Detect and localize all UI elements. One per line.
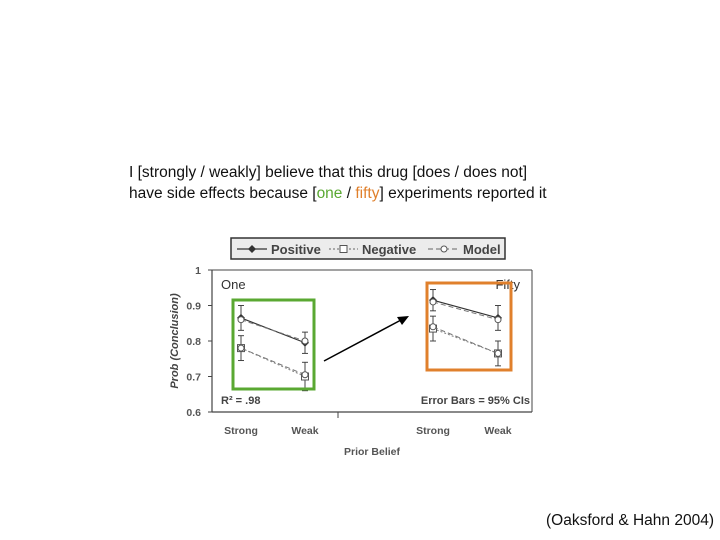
x-category-label: Strong: [416, 425, 450, 437]
x-category-label: Strong: [224, 425, 258, 437]
caption-fifty-highlight: fifty: [355, 185, 380, 202]
x-axis-label: Prior Belief: [344, 446, 401, 458]
y-tick-label: 1: [195, 265, 201, 277]
x-category-label: Weak: [484, 425, 511, 437]
x-category-label: Weak: [291, 425, 318, 437]
legend-negative-marker: [339, 245, 348, 253]
legend-model-label: Model: [463, 242, 501, 257]
citation: (Oaksford & Hahn 2004): [545, 512, 714, 529]
r-squared-annotation: R² = .98: [221, 395, 260, 407]
legend-model-marker: [440, 245, 448, 253]
series-group: [237, 289, 502, 392]
arrow-head-icon: [397, 316, 409, 325]
model-series-line: [432, 301, 499, 321]
caption-line-2-post: ] experiments reported it: [379, 185, 547, 202]
model-point: [494, 316, 502, 324]
caption-line-1: I [strongly / weakly] believe that this …: [129, 164, 528, 181]
x-category-labels: Strong Weak Strong Weak: [224, 425, 512, 437]
legend-negative-label: Negative: [362, 242, 416, 257]
caption-one-highlight: one: [316, 185, 343, 202]
one-highlight-box: [231, 298, 316, 391]
panel-label-one: One: [221, 277, 246, 292]
y-tick-label: 0.6: [186, 407, 201, 419]
y-tick-label: 0.7: [186, 372, 201, 384]
y-axis-ticks: 1 0.9 0.8 0.7 0.6: [186, 265, 212, 419]
model-point: [429, 298, 437, 306]
model-series-line: [240, 347, 306, 376]
legend: Positive Negative Model: [230, 237, 506, 260]
legend-positive-label: Positive: [271, 242, 321, 257]
caption: I [strongly / weakly] believe that this …: [129, 162, 689, 204]
caption-line-2-pre: have side effects because [: [129, 185, 317, 202]
arrow-line: [323, 319, 402, 362]
model-series-line: [240, 319, 306, 342]
legend-box: [230, 237, 506, 260]
model-series-line: [432, 326, 499, 354]
fifty-highlight-box: [425, 281, 513, 372]
error-bars-annotation: Error Bars = 95% CIs: [421, 395, 530, 407]
y-tick-label: 0.8: [186, 336, 201, 348]
model-point: [494, 349, 502, 357]
positive-series-line: [432, 299, 499, 319]
model-point: [237, 344, 245, 352]
caption-line-2: have side effects because [one / fifty] …: [129, 183, 689, 204]
model-point: [301, 371, 309, 379]
model-point: [301, 337, 309, 345]
legend-positive-marker: [248, 245, 256, 253]
caption-separator: /: [342, 185, 356, 202]
y-tick-label: 0.9: [186, 301, 201, 313]
y-axis-label: Prob (Conclusion): [169, 293, 181, 389]
model-point: [429, 323, 437, 331]
model-point: [237, 316, 245, 324]
